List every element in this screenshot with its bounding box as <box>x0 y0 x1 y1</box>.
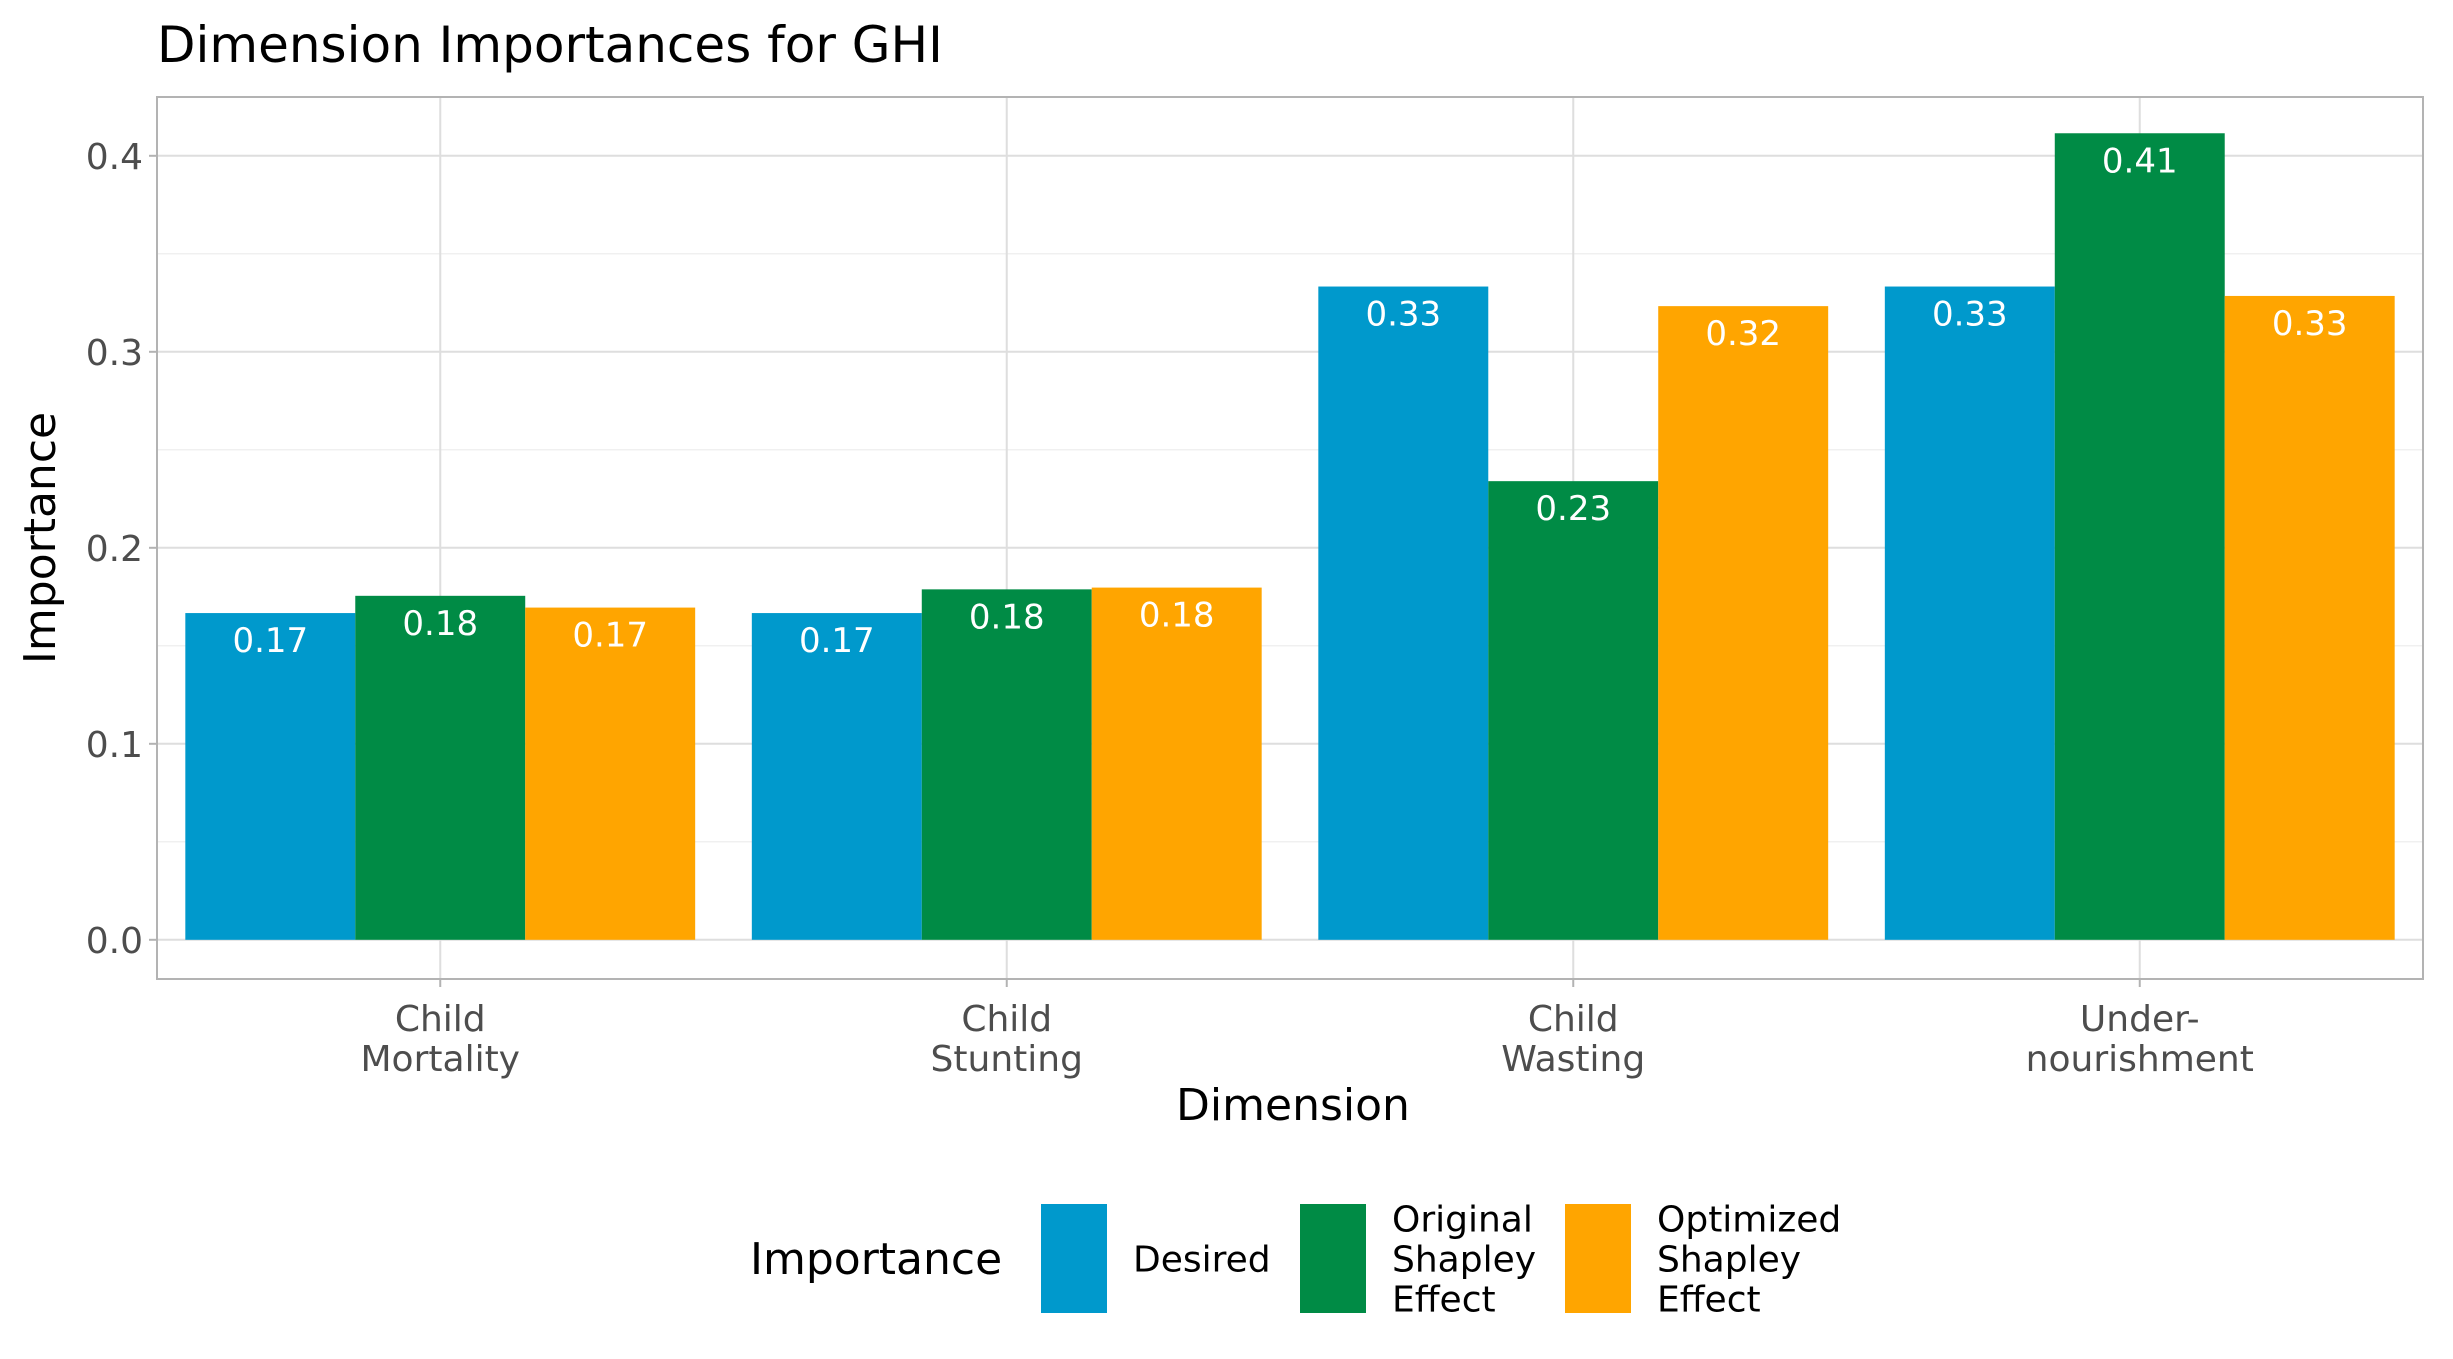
x-tick-label: Child Wasting <box>1501 999 1645 1080</box>
bar-value-label: 0.32 <box>1705 314 1781 354</box>
legend-item-label: Optimized Shapley Effect <box>1657 1200 1841 1321</box>
x-axis-title: Dimension <box>1176 1080 1410 1131</box>
bar <box>751 613 922 940</box>
bar <box>1091 587 1262 940</box>
bar <box>2224 295 2395 940</box>
bar-value-label: 0.33 <box>2272 304 2348 344</box>
y-tick-label: 0.2 <box>86 529 143 570</box>
legend: Importance Desired Original Shapley Effect O… <box>750 1200 1841 1321</box>
bar <box>1318 286 1489 940</box>
bar-value-label: 0.17 <box>572 616 648 656</box>
bar <box>2054 133 2225 940</box>
bars <box>185 133 2395 940</box>
bar-value-labels: 0.17 0.17 0.33 0.33 0.18 0.18 0.23 0.41 0.17 0.18… <box>232 141 2347 661</box>
legend-key <box>1041 1204 1107 1313</box>
y-axis: 0.0 0.1 0.2 0.3 0.4 <box>86 137 157 962</box>
x-tick-label: Child Mortality <box>361 999 521 1080</box>
bar-value-label: 0.17 <box>232 621 308 661</box>
legend-item-label: Original Shapley Effect <box>1392 1200 1536 1321</box>
bar-value-label: 0.23 <box>1535 489 1611 529</box>
y-tick-label: 0.3 <box>86 333 143 374</box>
bar-value-label: 0.41 <box>2102 141 2178 181</box>
bar-value-label: 0.33 <box>1932 295 2008 335</box>
y-tick-label: 0.4 <box>86 137 143 178</box>
bar-value-label: 0.18 <box>402 604 478 644</box>
plot-panel-border <box>156 96 2424 980</box>
bar <box>1488 481 1659 940</box>
bar-value-label: 0.18 <box>969 597 1045 637</box>
chart-title: Dimension Importances for GHI <box>157 16 943 74</box>
x-tick-label: Child Stunting <box>931 999 1083 1080</box>
x-axis: Child Mortality Child Stunting Child Wasting U… <box>361 979 2254 1080</box>
legend-key <box>1565 1204 1631 1313</box>
legend-title: Importance <box>750 1234 1002 1285</box>
bar <box>185 613 356 940</box>
y-tick-label: 0.1 <box>86 725 143 766</box>
bar <box>1658 306 1829 940</box>
bar <box>525 607 696 940</box>
bar-value-label: 0.18 <box>1139 596 1215 636</box>
bar-value-label: 0.33 <box>1365 295 1441 335</box>
bar-value-label: 0.17 <box>799 621 875 661</box>
x-tick-label: Under-nourishment <box>2026 999 2254 1080</box>
legend-key <box>1300 1204 1366 1313</box>
y-axis-title: Importance <box>15 412 66 664</box>
y-tick-label: 0.0 <box>86 921 143 962</box>
legend-item-label: Desired <box>1133 1240 1271 1281</box>
bar <box>355 595 526 940</box>
bar <box>1884 286 2055 940</box>
bar <box>921 589 1092 940</box>
